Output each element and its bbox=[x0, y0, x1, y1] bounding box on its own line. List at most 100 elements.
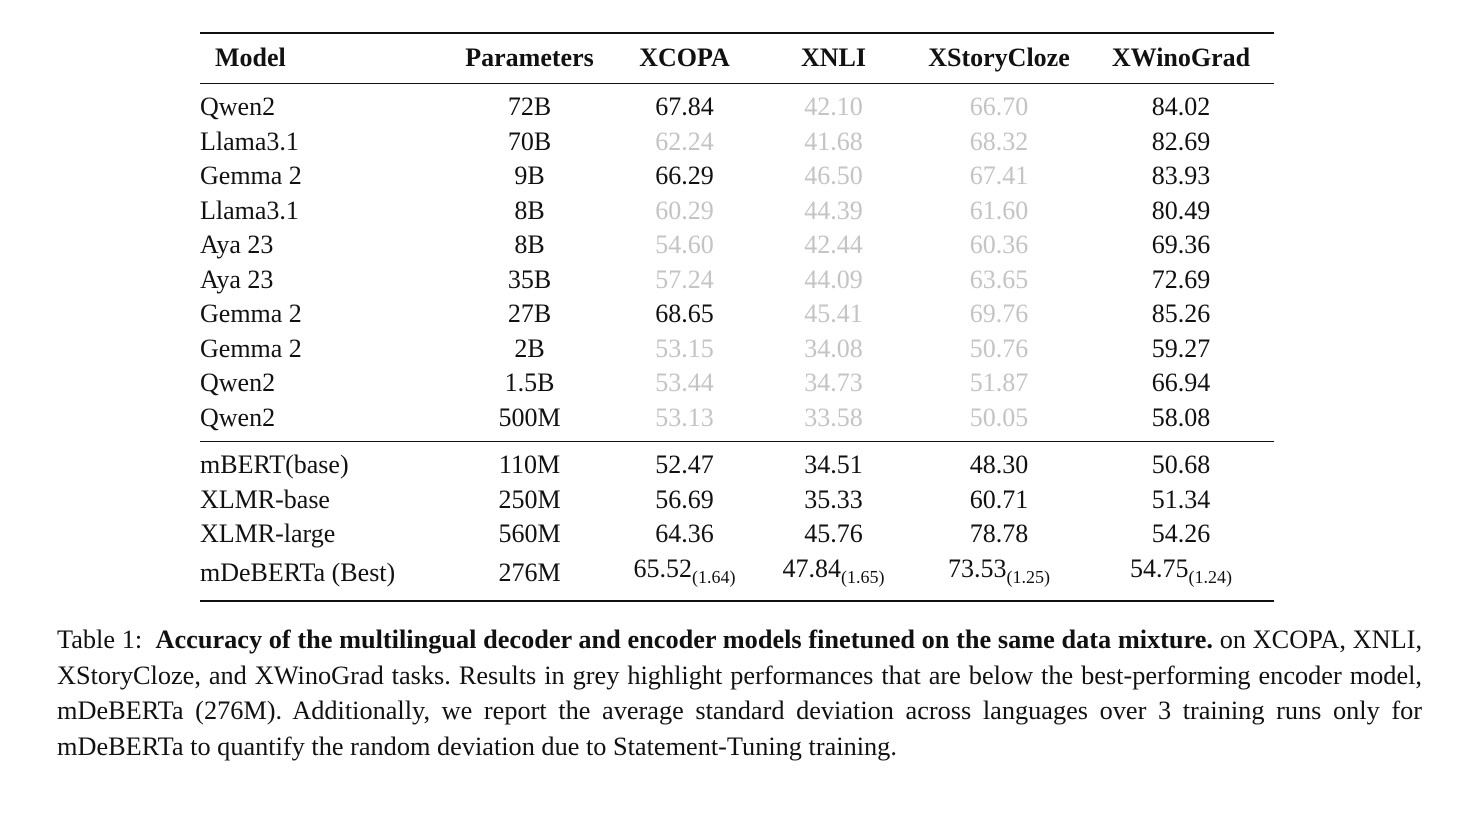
model-name-cell: Gemma 2 bbox=[200, 299, 302, 328]
xcopa-cell: 57.24 bbox=[655, 264, 714, 294]
table-row: Gemma 2 9B 66.29 46.50 67.41 83.93 bbox=[200, 159, 1274, 194]
results-table-container: Model Parameters XCOPA XNLI XStoryCloze … bbox=[200, 32, 1274, 602]
xnli-cell: 41.68 bbox=[804, 126, 863, 156]
model-name-cell: Qwen2 bbox=[200, 402, 276, 432]
model-name-cell: Qwen2 bbox=[200, 92, 276, 121]
xwinograd-cell: 66.94 bbox=[1151, 368, 1211, 397]
table-row: Aya 23 8B 54.60 42.44 60.36 69.36 bbox=[200, 228, 1274, 263]
xwinograd-cell: 58.08 bbox=[1151, 402, 1211, 432]
table-row: XLMR-large 560M 64.36 45.76 78.78 54.26 bbox=[200, 517, 1274, 552]
header-xstorycloze: XStoryCloze bbox=[928, 43, 1070, 73]
table-row: Gemma 2 2B 53.15 34.08 50.76 59.27 bbox=[200, 332, 1274, 367]
xwinograd-cell: 69.36 bbox=[1151, 230, 1211, 259]
parameters-cell: 8B bbox=[514, 230, 545, 259]
xnli-cell: 47.84(1.65) bbox=[757, 552, 910, 602]
encoder-models-section: mBERT(base) 110M 52.47 34.51 48.30 50.68 XLMR-… bbox=[200, 442, 1274, 602]
model-name-cell: Gemma 2 bbox=[200, 161, 302, 190]
xcopa-cell: 53.13 bbox=[655, 402, 714, 432]
xcopa-cell: 53.44 bbox=[655, 368, 714, 397]
xcopa-cell: 62.24 bbox=[655, 126, 714, 156]
caption-title: Accuracy of the multilingual decoder and… bbox=[155, 625, 1214, 654]
xwinograd-cell: 54.75(1.24) bbox=[1088, 552, 1274, 602]
xcopa-cell: 65.52(1.64) bbox=[612, 552, 757, 602]
xnli-cell: 34.73 bbox=[804, 368, 863, 397]
table-row: Llama3.1 70B 62.24 41.68 68.32 82.69 bbox=[200, 125, 1274, 160]
xnli-cell: 42.10 bbox=[804, 92, 863, 121]
model-name-cell: Llama3.1 bbox=[200, 195, 299, 225]
table-header-row: Model Parameters XCOPA XNLI XStoryCloze … bbox=[200, 33, 1274, 84]
model-name-cell: Llama3.1 bbox=[200, 126, 299, 156]
xcopa-cell: 67.84 bbox=[655, 92, 714, 121]
xnli-value: 47.84 bbox=[782, 553, 842, 583]
model-name-cell: mBERT(base) bbox=[200, 450, 349, 479]
caption-label: Table 1: bbox=[57, 625, 143, 654]
table-row: Qwen2 500M 53.13 33.58 50.05 58.08 bbox=[200, 401, 1274, 442]
xwinograd-cell: 50.68 bbox=[1151, 450, 1211, 479]
xnli-std-dev: (1.65) bbox=[841, 566, 885, 587]
parameters-cell: 500M bbox=[498, 402, 561, 432]
model-name-cell: Qwen2 bbox=[200, 368, 276, 397]
xstorycloze-cell: 61.60 bbox=[969, 195, 1029, 225]
model-name-cell: mDeBERTa (Best) bbox=[200, 557, 396, 587]
parameters-cell: 1.5B bbox=[504, 368, 555, 397]
xwinograd-cell: 72.69 bbox=[1151, 264, 1211, 294]
xstorycloze-cell: 50.05 bbox=[969, 402, 1029, 432]
parameters-cell: 2B bbox=[514, 333, 545, 363]
xstorycloze-cell: 60.36 bbox=[969, 230, 1029, 259]
xcopa-cell: 53.15 bbox=[655, 333, 714, 363]
xcopa-cell: 56.69 bbox=[655, 484, 714, 514]
xnli-cell: 34.51 bbox=[804, 450, 863, 479]
xstorycloze-std-dev: (1.25) bbox=[1006, 566, 1051, 587]
parameters-cell: 72B bbox=[507, 92, 552, 121]
xwinograd-cell: 80.49 bbox=[1151, 195, 1211, 225]
xnli-cell: 45.41 bbox=[804, 299, 863, 328]
xstorycloze-cell: 67.41 bbox=[969, 161, 1029, 190]
model-name-cell: Aya 23 bbox=[200, 264, 274, 294]
xnli-cell: 35.33 bbox=[804, 484, 863, 514]
xstorycloze-cell: 50.76 bbox=[969, 333, 1029, 363]
parameters-cell: 35B bbox=[507, 264, 552, 294]
model-name-cell: XLMR-large bbox=[200, 519, 336, 548]
xstorycloze-cell: 69.76 bbox=[969, 299, 1029, 328]
caption-body: on XCOPA, XNLI, XStoryCloze, and XWinoGr… bbox=[57, 625, 1423, 761]
table-caption: Table 1: Accuracy of the multilingual de… bbox=[57, 622, 1422, 764]
xstorycloze-cell: 73.53(1.25) bbox=[910, 552, 1088, 602]
xstorycloze-cell: 63.65 bbox=[969, 264, 1029, 294]
table-row: mBERT(base) 110M 52.47 34.51 48.30 50.68 bbox=[200, 442, 1274, 483]
xcopa-cell: 60.29 bbox=[655, 195, 714, 225]
xwinograd-cell: 51.34 bbox=[1151, 484, 1211, 514]
xstorycloze-value: 73.53 bbox=[948, 553, 1007, 583]
table-row: Qwen2 1.5B 53.44 34.73 51.87 66.94 bbox=[200, 366, 1274, 401]
model-name-cell: Gemma 2 bbox=[200, 333, 302, 363]
xnli-cell: 44.09 bbox=[804, 264, 863, 294]
results-table: Model Parameters XCOPA XNLI XStoryCloze … bbox=[200, 32, 1274, 602]
xcopa-cell: 66.29 bbox=[655, 161, 714, 190]
xnli-cell: 33.58 bbox=[804, 402, 863, 432]
xnli-cell: 44.39 bbox=[804, 195, 863, 225]
xstorycloze-cell: 51.87 bbox=[969, 368, 1029, 397]
model-name-cell: XLMR-base bbox=[200, 484, 330, 514]
table-row: Llama3.1 8B 60.29 44.39 61.60 80.49 bbox=[200, 194, 1274, 229]
xwinograd-cell: 54.26 bbox=[1151, 519, 1211, 548]
xstorycloze-cell: 48.30 bbox=[969, 450, 1029, 479]
xwinograd-cell: 82.69 bbox=[1151, 126, 1211, 156]
xnli-cell: 46.50 bbox=[804, 161, 863, 190]
xstorycloze-cell: 78.78 bbox=[969, 519, 1029, 548]
table-row: Gemma 2 27B 68.65 45.41 69.76 85.26 bbox=[200, 297, 1274, 332]
decoder-models-section: Qwen2 72B 67.84 42.10 66.70 84.02 Llama3.1 70B 6… bbox=[200, 84, 1274, 442]
parameters-cell: 250M bbox=[498, 484, 561, 514]
xcopa-value: 65.52 bbox=[633, 553, 693, 583]
parameters-cell: 276M bbox=[498, 557, 561, 587]
table-row: Qwen2 72B 67.84 42.10 66.70 84.02 bbox=[200, 84, 1274, 125]
xcopa-cell: 52.47 bbox=[655, 450, 714, 479]
table-row: Aya 23 35B 57.24 44.09 63.65 72.69 bbox=[200, 263, 1274, 298]
best-model-row: mDeBERTa (Best) 276M 65.52(1.64) 47.84(1.65… bbox=[200, 552, 1274, 602]
model-name-cell: Aya 23 bbox=[200, 230, 274, 259]
xstorycloze-cell: 66.70 bbox=[969, 92, 1029, 121]
xwinograd-cell: 84.02 bbox=[1151, 92, 1211, 121]
table-row: XLMR-base 250M 56.69 35.33 60.71 51.34 bbox=[200, 483, 1274, 518]
parameters-cell: 560M bbox=[498, 519, 561, 548]
xwinograd-cell: 59.27 bbox=[1151, 333, 1211, 363]
xnli-cell: 45.76 bbox=[804, 519, 863, 548]
parameters-cell: 8B bbox=[514, 195, 545, 225]
